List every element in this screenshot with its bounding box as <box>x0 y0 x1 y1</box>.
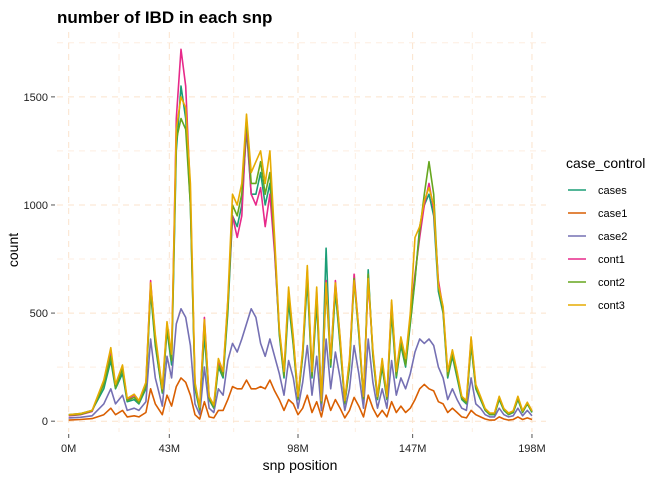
x-tick-label: 98M <box>287 443 308 455</box>
series-line-case1 <box>68 377 533 421</box>
x-axis-label: snp position <box>263 457 338 473</box>
legend-label-cases: cases <box>598 185 627 197</box>
series-layer <box>68 48 533 421</box>
legend-label-cont2: cont2 <box>598 277 625 289</box>
series-line-cont1 <box>68 48 533 417</box>
y-axis: 0 500 1000 1500 <box>24 92 55 428</box>
grid <box>57 32 546 432</box>
chart-title: number of IBD in each snp <box>57 8 272 27</box>
x-tick-label: 147M <box>399 443 427 455</box>
legend-label-cont3: cont3 <box>598 300 625 312</box>
legend-label-cont1: cont1 <box>598 254 625 266</box>
y-axis-label: count <box>5 233 21 267</box>
series-line-case2 <box>68 307 533 419</box>
legend-label-case1: case1 <box>598 208 627 220</box>
series-line-cont3 <box>68 96 533 416</box>
x-tick-label: 198M <box>518 443 546 455</box>
x-axis: 0M 43M 98M 147M 198M <box>61 434 546 455</box>
legend-label-case2: case2 <box>598 231 627 243</box>
y-tick-label: 1000 <box>24 200 48 212</box>
x-tick-label: 43M <box>159 443 180 455</box>
legend: case_control cases case1 case2 cont1 cont2 co… <box>566 155 645 312</box>
legend-title: case_control <box>566 155 645 171</box>
y-tick-label: 1500 <box>24 92 48 104</box>
x-tick-label: 0M <box>61 443 76 455</box>
y-tick-label: 500 <box>30 308 48 320</box>
y-tick-label: 0 <box>42 416 48 428</box>
